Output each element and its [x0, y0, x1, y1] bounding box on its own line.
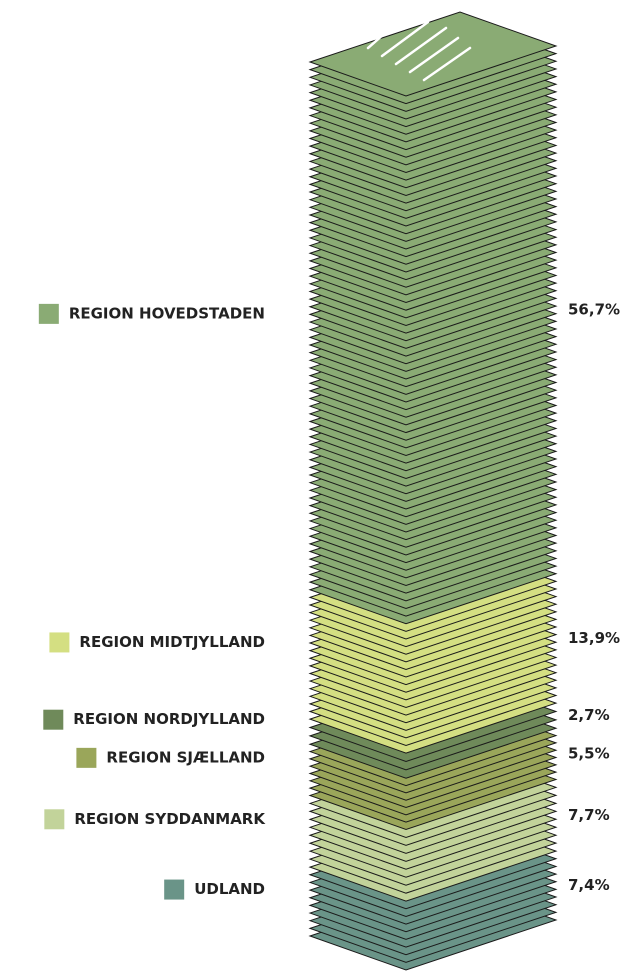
legend-swatch — [76, 747, 97, 768]
stripe — [394, 26, 448, 66]
labels: 7,4% UDLAND 7,7% REGION SYDDANMARK 5,5% REGIO… — [38, 300, 620, 900]
legend-label: REGION SYDDANMARK — [74, 810, 266, 828]
stripe — [408, 36, 460, 74]
top-decoration — [366, 18, 472, 82]
value-label: 2,7% — [568, 706, 610, 724]
legend-swatch — [38, 303, 59, 324]
legend-swatch — [44, 809, 65, 830]
segment — [308, 11, 558, 625]
stack — [308, 11, 558, 971]
layer — [308, 11, 558, 97]
legend-swatch — [43, 709, 64, 730]
value-label: 13,9% — [568, 629, 620, 647]
legend-label: REGION MIDTJYLLAND — [79, 633, 265, 651]
value-label: 7,7% — [568, 806, 610, 824]
stripe — [366, 18, 402, 50]
legend-label: REGION SJÆLLAND — [106, 748, 265, 766]
legend-swatch — [49, 632, 70, 653]
value-label: 5,5% — [568, 744, 610, 762]
legend-swatch — [164, 879, 185, 900]
legend-label: UDLAND — [194, 880, 265, 898]
legend-label: REGION HOVEDSTADEN — [69, 304, 265, 322]
legend-label: REGION NORDJYLLAND — [73, 710, 265, 728]
stripe — [380, 20, 430, 58]
value-label: 7,4% — [568, 876, 610, 894]
stripe — [422, 46, 472, 82]
value-label: 56,7% — [568, 300, 620, 318]
